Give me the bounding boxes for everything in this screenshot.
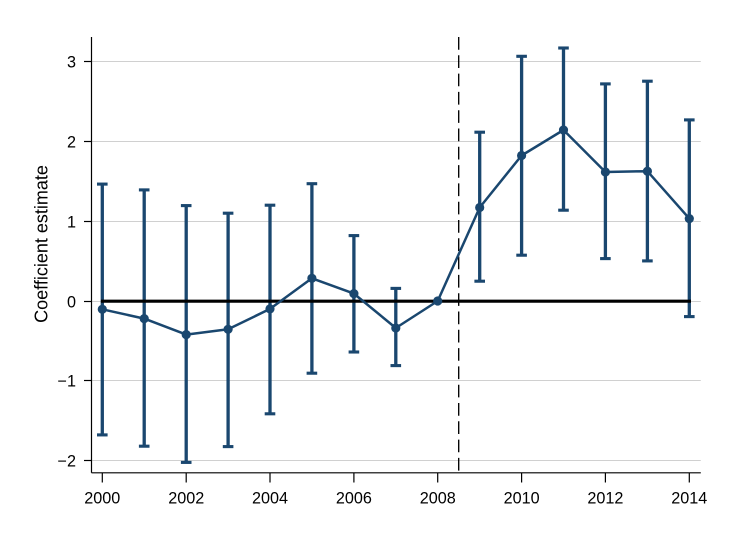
svg-text:2: 2 bbox=[67, 134, 76, 152]
svg-text:2012: 2012 bbox=[587, 489, 623, 507]
svg-text:2006: 2006 bbox=[336, 489, 372, 507]
svg-text:−2: −2 bbox=[58, 453, 76, 471]
svg-text:0: 0 bbox=[67, 294, 76, 312]
svg-text:2010: 2010 bbox=[504, 489, 540, 507]
svg-text:−1: −1 bbox=[58, 373, 76, 391]
svg-text:2014: 2014 bbox=[671, 489, 707, 507]
svg-text:2008: 2008 bbox=[420, 489, 456, 507]
svg-text:1: 1 bbox=[67, 214, 76, 232]
svg-text:2004: 2004 bbox=[252, 489, 288, 507]
svg-text:2002: 2002 bbox=[168, 489, 204, 507]
svg-text:Coefficient estimate: Coefficient estimate bbox=[31, 165, 51, 323]
svg-text:2000: 2000 bbox=[84, 489, 120, 507]
svg-text:3: 3 bbox=[67, 54, 76, 72]
